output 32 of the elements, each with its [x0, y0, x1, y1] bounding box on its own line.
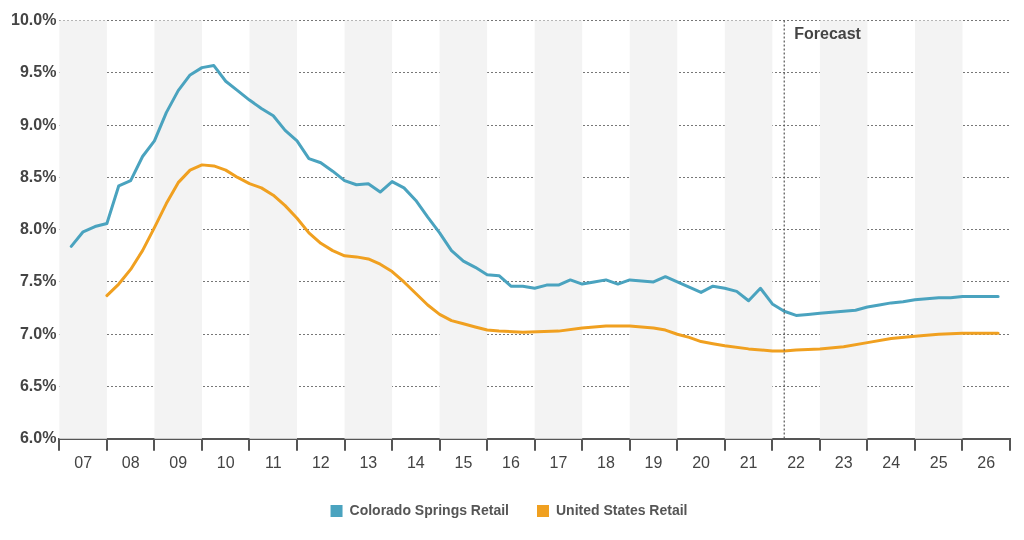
x-tick-label: 16: [502, 453, 520, 471]
x-tick-label: 21: [739, 453, 758, 471]
x-tick-label: 22: [787, 453, 806, 471]
x-tick-label: 07: [74, 453, 93, 471]
y-tick-label: 6.5%: [19, 376, 57, 394]
x-tick-label: 08: [121, 453, 140, 471]
y-tick-label: 9.5%: [19, 63, 57, 81]
x-tick-label: 20: [692, 453, 711, 471]
x-tick-label: 10: [216, 453, 235, 471]
x-tick-label: 24: [882, 453, 901, 471]
x-tick-label: 19: [644, 453, 663, 471]
x-tick-label: 23: [834, 453, 853, 471]
x-tick-label: 17: [549, 453, 568, 471]
x-tick-label: 12: [311, 453, 330, 471]
y-tick-label: 8.5%: [19, 167, 57, 185]
x-tick-label: 18: [597, 453, 615, 471]
legend-label: Colorado Springs Retail: [349, 501, 509, 518]
x-tick-label: 25: [929, 453, 948, 471]
y-tick-label: 7.5%: [19, 272, 57, 290]
y-tick-label: 6.0%: [19, 429, 57, 447]
x-tick-label: 13: [359, 453, 378, 471]
y-tick-label: 7.0%: [19, 324, 57, 342]
x-tick-label: 26: [977, 453, 996, 471]
x-tick-label: 15: [454, 453, 473, 471]
legend-label: United States Retail: [555, 501, 688, 518]
ref-line-label: Forecast: [794, 25, 862, 43]
y-tick-label: 8.0%: [19, 220, 57, 238]
x-tick-label: 11: [264, 453, 282, 471]
x-tick-label: 14: [406, 453, 425, 471]
y-tick-label: 9.0%: [19, 115, 57, 133]
y-tick-label: 10.0%: [10, 11, 57, 29]
x-tick-label: 09: [169, 453, 188, 471]
